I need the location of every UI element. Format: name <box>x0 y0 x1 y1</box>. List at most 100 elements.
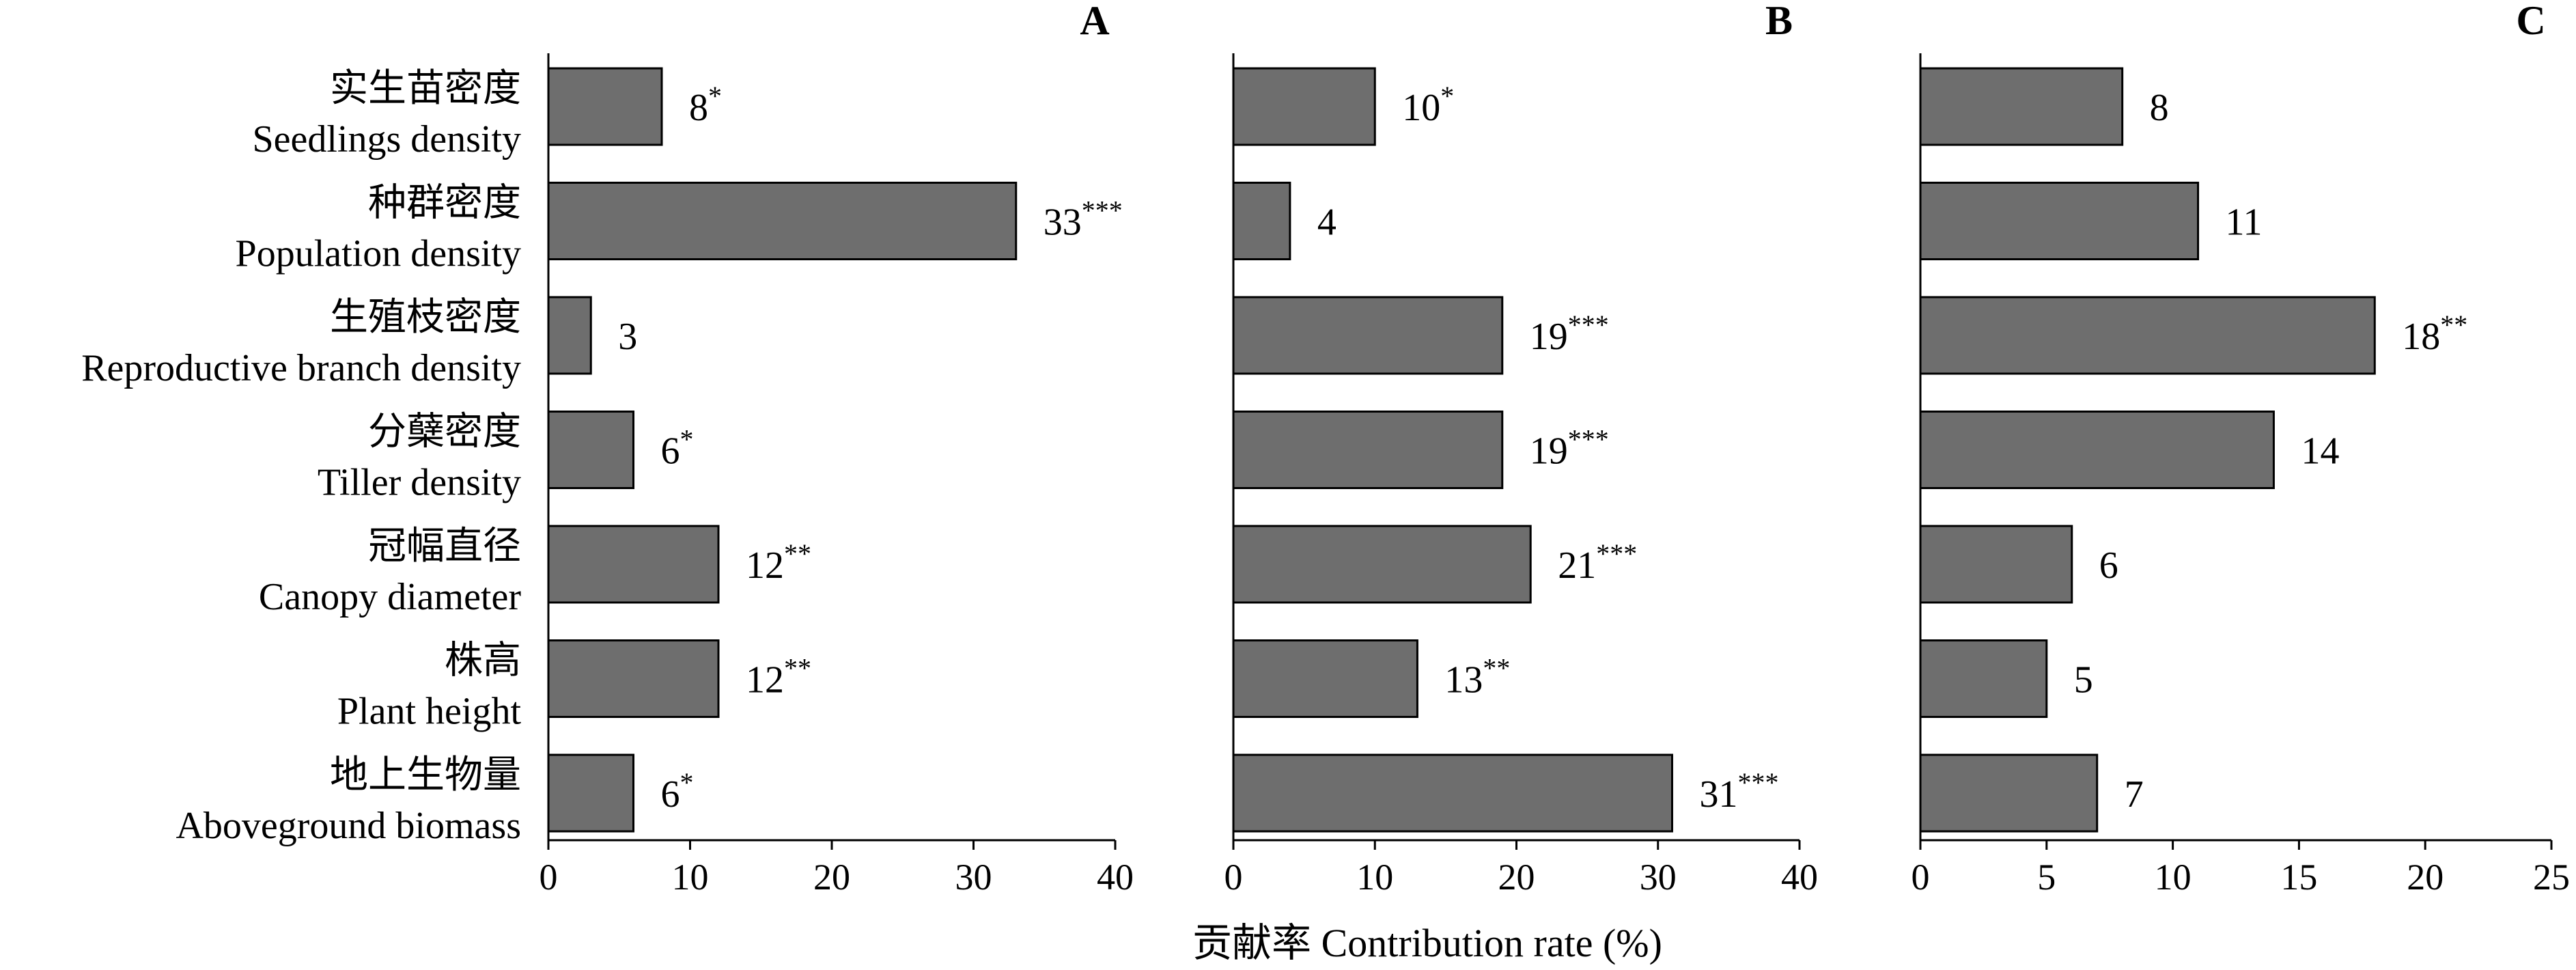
bar <box>1232 753 1673 833</box>
panel-letter: B <box>1765 0 1793 43</box>
category-label: 株高 Plant height <box>337 640 522 733</box>
bar <box>1919 753 2099 833</box>
panel-letter: A <box>1080 0 1109 43</box>
bar-value-label: 8 <box>2150 87 2169 129</box>
bar <box>1919 296 2376 375</box>
category-label-cn: 冠幅直径 <box>368 525 521 568</box>
x-tick-label: 10 <box>2155 857 2192 898</box>
bar-value-label: 12** <box>746 538 811 587</box>
bar-value-label: 6* <box>661 767 694 816</box>
category-label-en: Reproductive branch density <box>81 347 521 389</box>
bar-value-label: 11 <box>2226 202 2263 244</box>
category-label: 实生苗密度 Seedlings density <box>252 68 521 161</box>
x-tick-label: 20 <box>2407 857 2444 898</box>
bar-value-label: 21*** <box>1558 538 1637 587</box>
x-tick-label: 0 <box>1224 857 1243 898</box>
category-label: 地上生物量 Aboveground biomass <box>176 754 521 847</box>
x-tick-label: 40 <box>1781 857 1818 898</box>
bar-value: 7 <box>2125 773 2144 816</box>
bar <box>547 525 720 604</box>
bar <box>547 411 634 489</box>
bar-value: 21 <box>1558 544 1596 587</box>
x-axis-title: 贡献率 Contribution rate (%) <box>1192 921 1662 965</box>
bar <box>547 753 634 833</box>
bar-value: 19 <box>1530 316 1568 358</box>
bar-value-label: 19*** <box>1530 424 1609 473</box>
bar <box>1232 411 1504 489</box>
bar <box>1919 525 2073 604</box>
bar-value-label: 6 <box>2099 544 2118 587</box>
bar-value: 4 <box>1317 202 1336 244</box>
significance-stars: *** <box>1596 538 1637 569</box>
category-label-en: Population density <box>236 233 521 275</box>
panel-c: C 8 11 18** 14 6 5 7 0 5 10 15 20 25 <box>1912 0 2571 898</box>
bar-value-label: 31*** <box>1699 767 1778 816</box>
bar-value: 13 <box>1444 659 1483 702</box>
bar <box>547 296 592 375</box>
x-tick-label: 20 <box>1498 857 1535 898</box>
x-tick-label: 0 <box>1912 857 1930 898</box>
bar-value: 8 <box>2150 87 2169 129</box>
bar <box>1919 639 2048 718</box>
category-label-cn: 分蘖密度 <box>368 411 521 454</box>
bar-value-label: 7 <box>2125 773 2144 816</box>
category-label: 生殖枝密度 Reproductive branch density <box>81 296 521 389</box>
category-label-en: Tiller density <box>318 462 521 504</box>
category-label: 分蘖密度 Tiller density <box>318 411 521 504</box>
category-label-cn: 地上生物量 <box>330 754 521 796</box>
bar <box>1919 67 2124 146</box>
bar <box>1232 67 1376 146</box>
bar-value-label: 13** <box>1444 653 1510 702</box>
x-tick-label: 10 <box>672 857 709 898</box>
bar-value-label: 12** <box>746 653 811 702</box>
bar-value: 10 <box>1402 87 1440 129</box>
x-tick-label: 25 <box>2533 857 2570 898</box>
bar-value: 6 <box>661 773 680 816</box>
significance-stars: ** <box>2440 309 2467 340</box>
category-label: 种群密度 Population density <box>236 182 521 275</box>
x-tick-label: 30 <box>955 857 992 898</box>
significance-stars: ** <box>784 538 811 569</box>
bar-value: 33 <box>1044 202 1082 244</box>
bar-value: 12 <box>746 544 784 587</box>
bar-value-label: 5 <box>2074 659 2093 702</box>
bar <box>1919 182 2200 260</box>
bar-value: 31 <box>1699 773 1737 816</box>
bar-value: 11 <box>2226 202 2263 244</box>
bar-value: 14 <box>2301 430 2339 473</box>
bar <box>1232 182 1291 260</box>
bar <box>547 639 720 718</box>
bar <box>547 67 663 146</box>
category-label-cn: 生殖枝密度 <box>330 296 521 339</box>
x-tick-label: 40 <box>1097 857 1134 898</box>
panel-letter: C <box>2516 0 2545 43</box>
bar <box>1232 639 1418 718</box>
x-tick-label: 0 <box>540 857 558 898</box>
significance-stars: * <box>680 767 694 798</box>
category-label-cn: 实生苗密度 <box>330 68 521 110</box>
category-label-cn: 株高 <box>445 640 521 682</box>
bar <box>547 182 1018 260</box>
bar-value: 3 <box>618 316 637 358</box>
bar-value-label: 14 <box>2301 430 2339 473</box>
x-tick-label: 15 <box>2280 857 2317 898</box>
category-label-en: Plant height <box>337 691 522 733</box>
significance-stars: *** <box>1568 424 1609 455</box>
bar <box>1232 525 1532 604</box>
bar-value-label: 3 <box>618 316 637 358</box>
x-tick-label: 10 <box>1356 857 1393 898</box>
bar-value-label: 18** <box>2402 309 2467 358</box>
significance-stars: *** <box>1737 767 1778 798</box>
x-tick-label: 20 <box>813 857 850 898</box>
category-label-en: Canopy diameter <box>259 576 521 618</box>
x-tick-label: 5 <box>2037 857 2056 898</box>
bar-value: 19 <box>1530 430 1568 473</box>
significance-stars: * <box>680 424 694 455</box>
significance-stars: * <box>708 81 722 111</box>
bar-value-label: 6* <box>661 424 694 473</box>
category-label-en: Seedlings density <box>252 118 521 161</box>
significance-stars: *** <box>1568 309 1609 340</box>
bar-value-label: 10* <box>1402 81 1454 129</box>
